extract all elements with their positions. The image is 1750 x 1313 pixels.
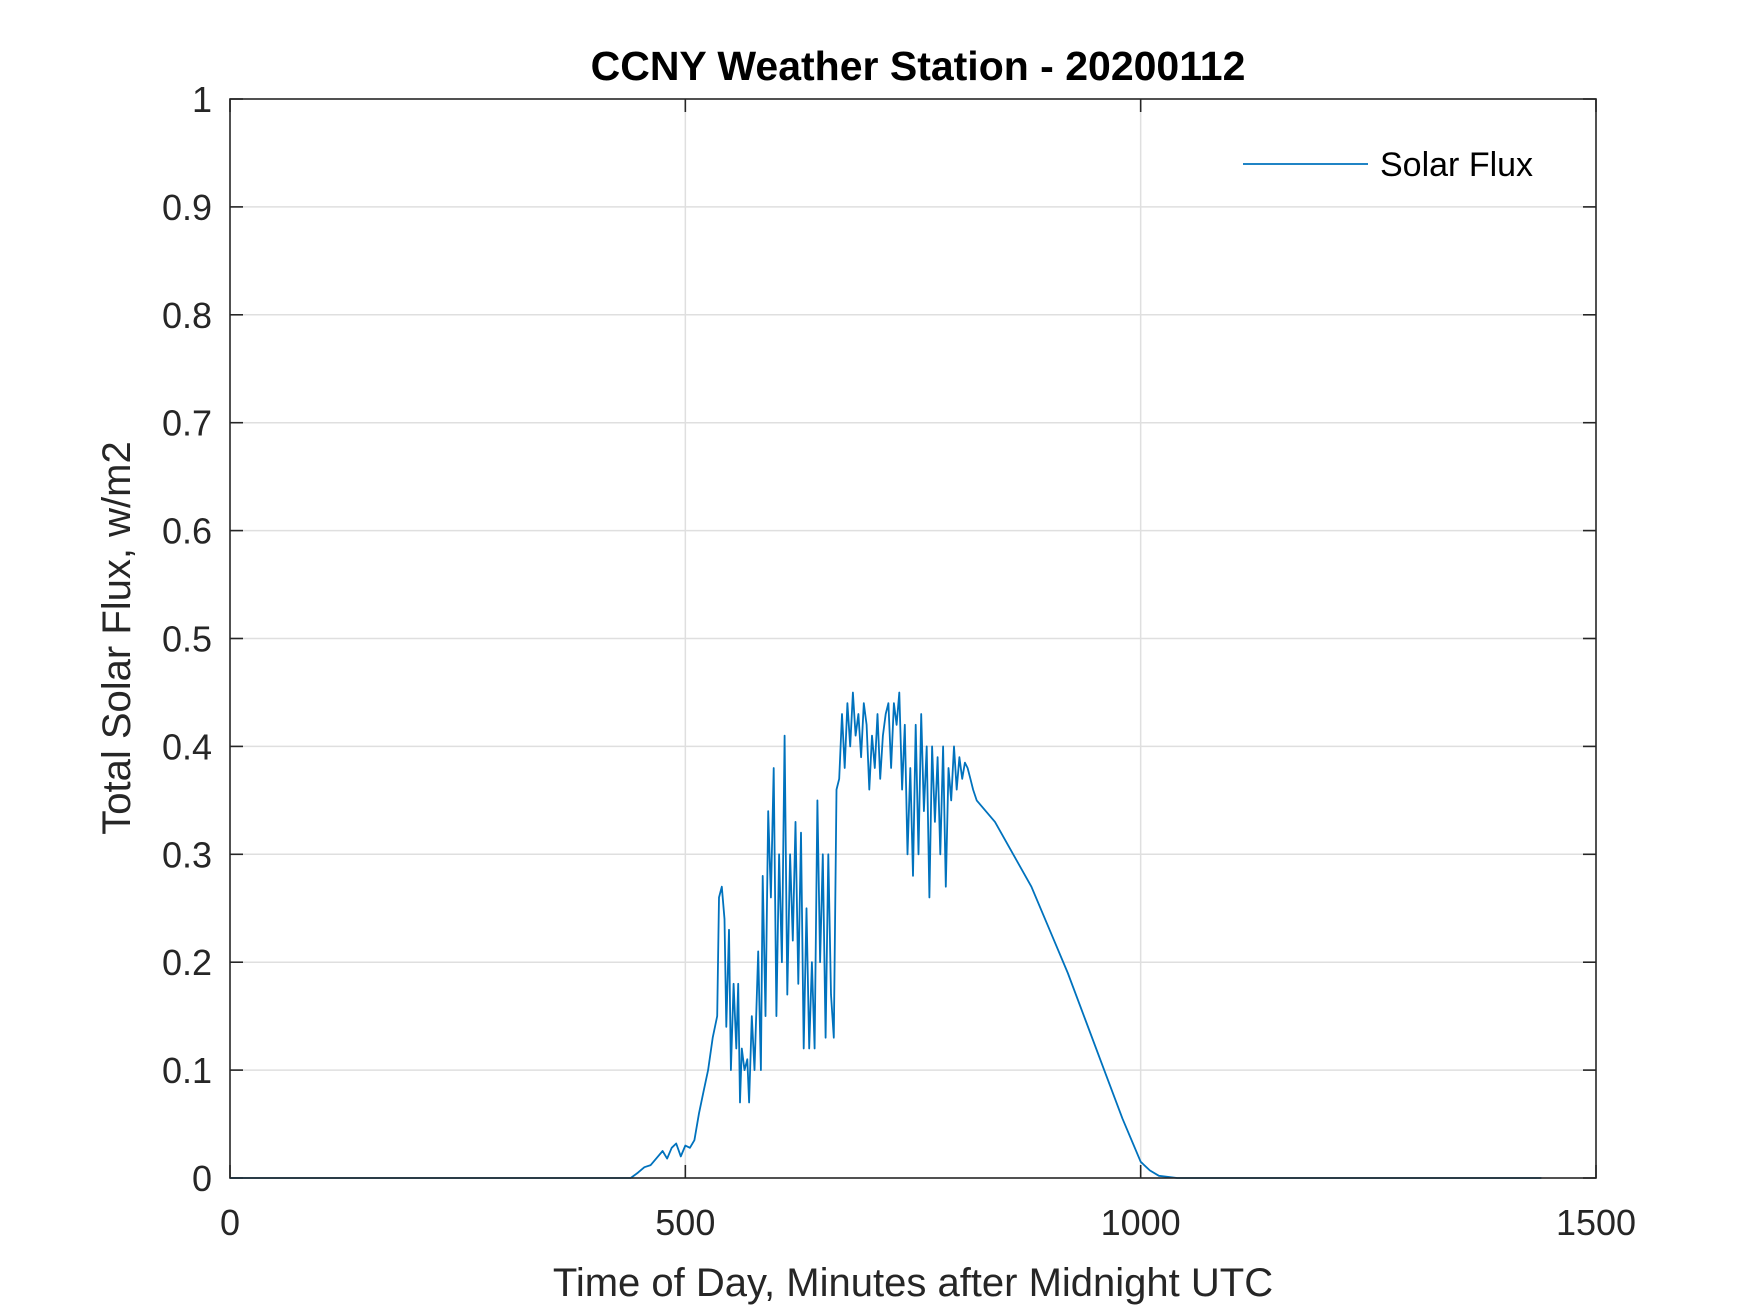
- y-tick-label-9: 0.9: [162, 187, 212, 228]
- y-tick-label-1: 0.1: [162, 1050, 212, 1091]
- y-tick-label-4: 0.4: [162, 726, 212, 767]
- y-tick-label-3: 0.3: [162, 834, 212, 875]
- y-tick-label-10: 1: [192, 79, 212, 120]
- legend-label-0: Solar Flux: [1380, 146, 1533, 184]
- x-tick-label-1: 500: [655, 1202, 715, 1243]
- series-line-0: [230, 691, 1542, 1179]
- chart-title: CCNY Weather Station - 20200112: [591, 43, 1246, 89]
- y-tick-label-2: 0.2: [162, 942, 212, 983]
- y-tick-labels: 0 0.1 0.2 0.3 0.4 0.5 0.6 0.7 0.8 0.9 1: [162, 79, 212, 1199]
- x-tick-labels: 0 500 1000 1500: [220, 1202, 1636, 1243]
- series-layer: [230, 691, 1542, 1179]
- y-tick-label-7: 0.7: [162, 403, 212, 444]
- legend: Solar Flux: [1243, 146, 1533, 184]
- x-tick-label-3: 1500: [1556, 1202, 1636, 1243]
- plot-frame: [229, 98, 1597, 1179]
- x-tick-label-2: 1000: [1101, 1202, 1181, 1243]
- y-tick-label-0: 0: [192, 1158, 212, 1199]
- y-tick-label-8: 0.8: [162, 295, 212, 336]
- x-axis-label: Time of Day, Minutes after Midnight UTC: [553, 1261, 1273, 1305]
- grid-lines: [230, 99, 1596, 1178]
- y-axis-label: Total Solar Flux, w/m2: [95, 441, 139, 834]
- y-tick-label-6: 0.6: [162, 511, 212, 552]
- x-tick-label-0: 0: [220, 1202, 240, 1243]
- y-tick-label-5: 0.5: [162, 619, 212, 660]
